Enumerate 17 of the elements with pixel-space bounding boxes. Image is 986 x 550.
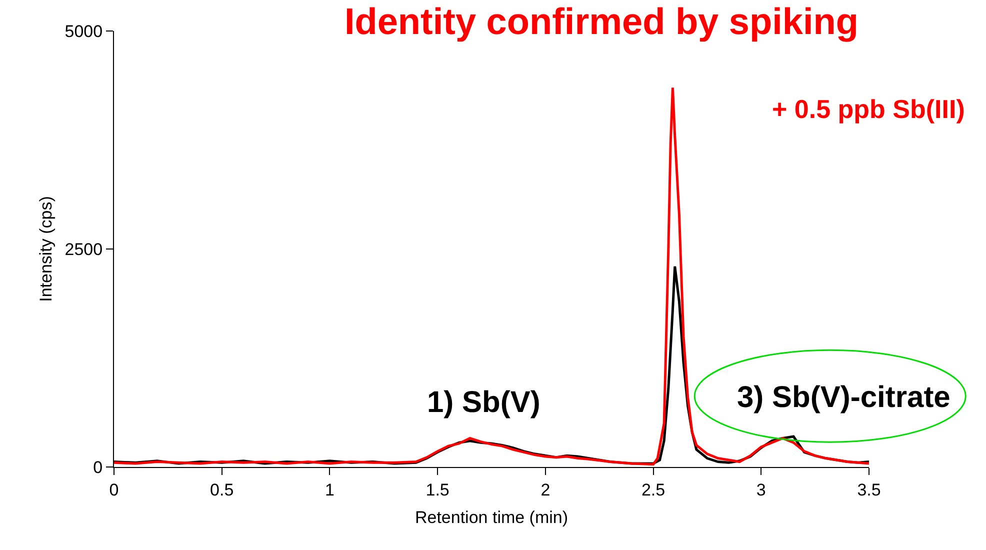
- x-axis-title: Retention time (min): [414, 508, 568, 527]
- text: + 0.5 ppb Sb(III): [772, 94, 965, 124]
- annotation: 3) Sb(V)-citrate: [737, 381, 950, 414]
- x-tick-label: 2.5: [641, 480, 666, 500]
- x-tick-label: 0: [109, 480, 119, 500]
- y-tick-label: 0: [93, 458, 103, 477]
- x-tick-label: 3.5: [857, 480, 881, 500]
- chart-title: Identity confirmed by spiking: [344, 1, 858, 42]
- x-tick-label: 3: [756, 480, 766, 500]
- x-tick-label: 2: [540, 480, 550, 500]
- y-tick-label: 5000: [64, 22, 103, 41]
- x-tick-label: 1: [324, 480, 334, 500]
- x-tick-label: 1.5: [426, 480, 450, 500]
- y-tick-label: 2500: [64, 240, 103, 259]
- x-tick-label: 0.5: [210, 480, 234, 500]
- annotation: 1) Sb(V): [427, 386, 540, 419]
- y-axis-title: Intensity (cps): [36, 196, 56, 302]
